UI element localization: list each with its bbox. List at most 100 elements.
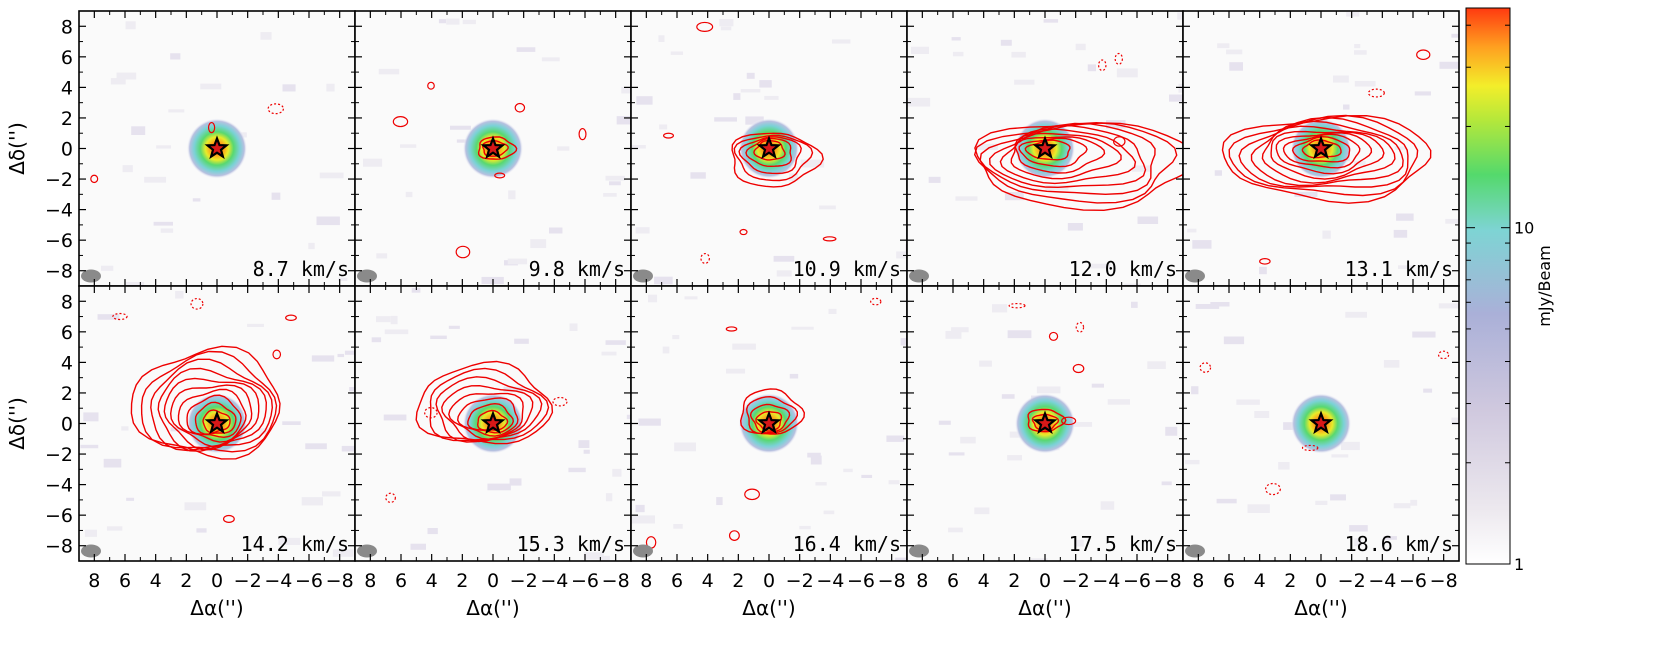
noise-contour	[285, 314, 297, 321]
line-contour	[745, 137, 792, 168]
noise-patch	[103, 458, 122, 468]
beam-ellipse	[81, 544, 101, 558]
y-axis-label: Δδ('')	[5, 122, 29, 175]
noise-patch	[605, 175, 625, 181]
noise-patch	[282, 421, 301, 425]
star-icon	[1308, 135, 1334, 160]
velocity-label: 14.2 km/s	[241, 532, 349, 556]
noise-patch	[122, 165, 133, 173]
y-tick-label: 0	[61, 414, 73, 436]
x-tick-label: 2	[1284, 570, 1296, 592]
noise-patch	[1353, 160, 1366, 166]
line-contour	[1301, 139, 1342, 159]
x-axes: 8 6 4 2 0 −2 −4 −6 −8Δα('')8 6 4 2 0 −2 −4 −6 −8Δα('')8 6…	[88, 570, 1457, 620]
noise-contour	[1098, 59, 1107, 72]
colorbar-label: mJy/Beam	[1535, 245, 1554, 326]
noise-patch	[1254, 411, 1270, 419]
noise-patch	[951, 37, 961, 41]
noise-contour	[385, 492, 396, 503]
x-tick-label: 0	[487, 570, 499, 592]
noise-patch	[1345, 311, 1368, 318]
noise-patch	[612, 468, 622, 477]
noise-patch	[338, 277, 348, 282]
noise-patch	[578, 440, 590, 448]
noise-patch	[1315, 500, 1328, 505]
noise-patch	[938, 420, 951, 425]
line-contour	[755, 411, 783, 432]
noise-patch	[170, 53, 181, 60]
noise-patch	[411, 287, 421, 293]
line-contour	[448, 392, 524, 440]
velocity-label: 18.6 km/s	[1345, 532, 1453, 556]
noise-contour	[1072, 363, 1085, 374]
noise-patch	[1438, 303, 1459, 309]
noise-patch	[1191, 386, 1199, 395]
line-contour	[1228, 114, 1419, 197]
noise-patch	[271, 192, 281, 200]
velocity-label: 13.1 km/s	[1345, 257, 1453, 281]
colorbar-ticks: 10 1	[1466, 24, 1534, 574]
line-contour	[415, 360, 554, 445]
noise-patch	[654, 276, 673, 285]
line-contour	[177, 388, 247, 443]
noise-patch	[509, 478, 522, 486]
noise-patch	[168, 109, 185, 113]
panel-image	[1183, 286, 1459, 561]
y-tick-label: 4	[61, 352, 73, 374]
noise-patch	[337, 353, 345, 358]
x-tick-label: 6	[1223, 570, 1235, 592]
x-tick-label: −8	[326, 570, 354, 592]
beam-ellipse	[633, 544, 653, 558]
noise-patch	[1131, 165, 1151, 172]
noise-patch	[828, 308, 837, 314]
noise-patch	[1423, 388, 1433, 393]
noise-patch	[84, 529, 98, 537]
noise-patch	[1346, 11, 1360, 17]
star-icon	[480, 410, 506, 435]
line-contour	[1270, 130, 1385, 180]
noise-patch	[1333, 75, 1349, 83]
noise-patch	[121, 426, 129, 431]
noise-patch	[1247, 504, 1270, 513]
noise-contour	[494, 172, 506, 179]
noise-contour	[514, 102, 526, 113]
noise-patch	[1226, 49, 1243, 55]
x-tick-label: −2	[234, 570, 262, 592]
noise-contour	[1048, 331, 1059, 341]
beam-ellipse	[633, 269, 653, 283]
noise-patch	[1043, 19, 1059, 23]
noise-patch	[1100, 501, 1115, 510]
noise-patch	[1168, 94, 1183, 102]
noise-contour	[222, 514, 235, 524]
panel-image	[631, 286, 907, 561]
noise-patch	[1236, 399, 1260, 405]
colorbar: 10 1 mJy/Beam	[1465, 7, 1554, 574]
noise-contour	[1416, 49, 1431, 61]
panel-image	[631, 11, 907, 286]
x-tick-label: 6	[119, 570, 131, 592]
noise-patch	[979, 360, 992, 367]
noise-patch	[716, 497, 723, 506]
panel-image	[79, 11, 355, 286]
x-tick-label: 8	[916, 570, 928, 592]
noise-patch	[1178, 83, 1183, 93]
noise-patch	[1398, 265, 1414, 269]
line-contour	[477, 136, 518, 160]
noise-patch	[714, 117, 737, 122]
star-icon	[756, 135, 782, 160]
x-tick-label: 0	[1315, 570, 1327, 592]
panel-image	[79, 286, 355, 561]
noise-contour	[1061, 416, 1077, 426]
noise-patch	[1412, 331, 1436, 338]
noise-patch	[1000, 39, 1012, 46]
noise-patch	[1177, 12, 1183, 20]
line-contour	[1291, 135, 1351, 163]
noise-patch	[815, 482, 827, 486]
line-contour	[999, 128, 1137, 185]
x-tick-label: 0	[763, 570, 775, 592]
noise-patch	[759, 80, 772, 88]
noise-patch	[791, 326, 814, 330]
noise-patch	[200, 83, 222, 90]
colorbar-scale	[1465, 7, 1511, 565]
noise-patch	[1393, 229, 1408, 238]
